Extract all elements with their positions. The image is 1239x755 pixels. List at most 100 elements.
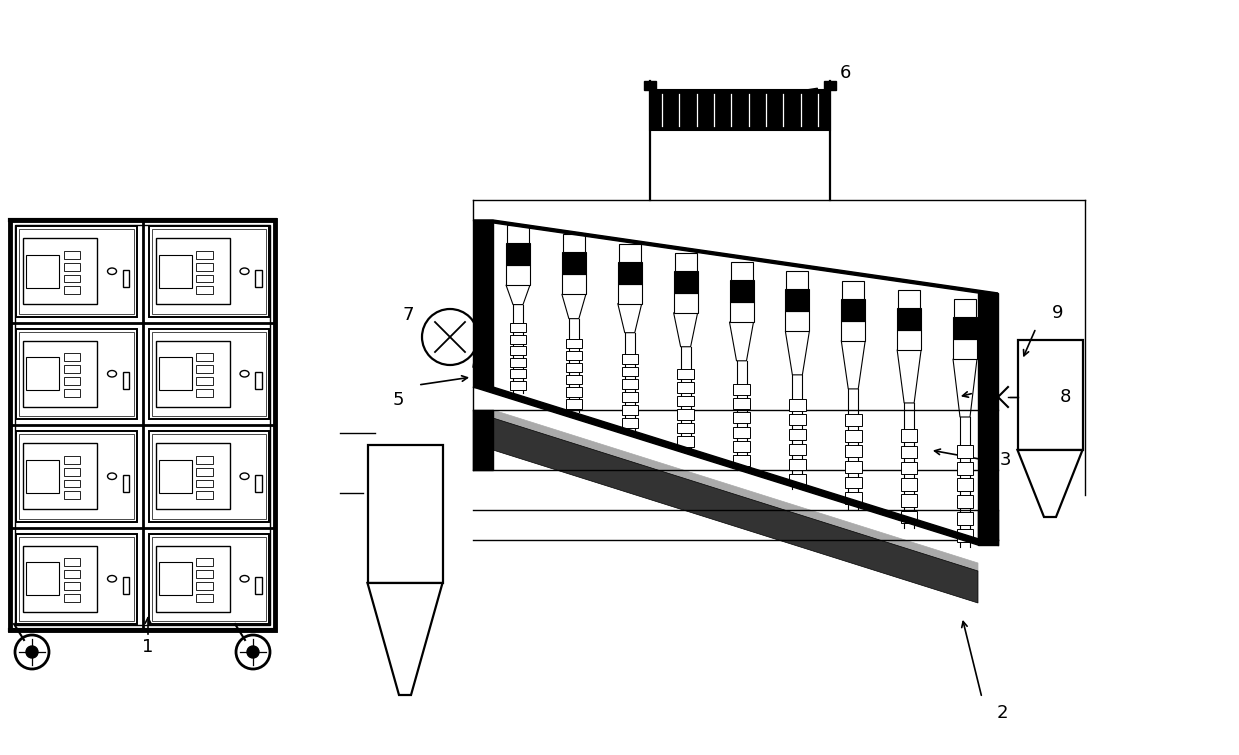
Text: 3: 3 [999,451,1011,469]
Ellipse shape [108,473,116,479]
Text: 9: 9 [1052,304,1064,322]
Bar [901,495,917,507]
Bar [789,429,805,440]
Bar [196,377,213,385]
Bar [506,243,530,265]
Bar [64,559,81,566]
Bar [149,328,269,419]
Bar [196,582,213,590]
Ellipse shape [240,575,249,582]
Bar [151,434,266,519]
Bar [957,445,974,458]
Bar [731,262,752,280]
Bar [622,379,638,390]
Bar [824,81,836,90]
Polygon shape [561,294,586,319]
Polygon shape [897,350,921,403]
Bar [618,283,642,304]
Bar [151,229,266,313]
Bar [156,341,229,406]
Text: 5: 5 [393,391,404,409]
Bar [64,594,81,602]
Bar [19,537,134,621]
Bar [845,430,861,442]
Bar [368,445,442,583]
Polygon shape [368,583,442,695]
Text: 2: 2 [996,704,1007,722]
Bar [566,399,582,408]
Bar [957,479,974,492]
Polygon shape [786,331,809,374]
Bar [196,275,213,282]
Bar [789,473,805,485]
Polygon shape [493,410,978,571]
Bar [151,331,266,416]
Bar [64,365,81,373]
Bar [618,261,642,283]
Bar [786,289,809,311]
Bar [897,330,921,350]
Bar [845,445,861,458]
Bar [787,271,808,289]
Bar [64,286,81,294]
Bar [64,492,81,499]
Bar [255,475,261,492]
Bar [196,570,213,578]
Bar [845,461,861,473]
Polygon shape [618,304,642,333]
Bar [789,458,805,470]
Ellipse shape [108,371,116,377]
Bar [255,577,261,594]
Ellipse shape [240,268,249,275]
Bar [26,255,59,288]
Bar [16,328,136,419]
Bar [64,251,81,259]
Bar [159,562,192,595]
Bar [1017,340,1083,450]
Bar [618,244,641,261]
Bar [64,389,81,396]
Bar [957,529,974,542]
Bar [733,384,750,395]
Bar [566,375,582,384]
Bar [644,81,655,90]
Bar [678,369,694,379]
Polygon shape [493,418,978,603]
Bar [561,252,586,274]
Bar [789,414,805,426]
Bar [678,396,694,406]
Bar [733,412,750,424]
Bar [196,286,213,294]
Bar [196,479,213,488]
Bar [26,460,59,493]
Bar [156,239,229,304]
Bar [509,323,527,332]
Text: 6: 6 [839,64,851,82]
Bar [845,476,861,488]
Bar [901,462,917,474]
Bar [843,281,865,298]
Bar [196,389,213,396]
Bar [622,353,638,364]
Bar [678,436,694,447]
Bar [19,331,134,416]
Bar [19,434,134,519]
Bar [156,443,229,509]
Bar [674,293,698,313]
Polygon shape [841,341,865,389]
Bar [24,546,97,612]
Bar [841,298,865,321]
Bar [509,369,527,378]
Bar [64,263,81,270]
Bar [24,239,97,304]
Bar [678,382,694,393]
Bar [255,270,261,287]
Bar [733,427,750,437]
Bar [953,317,978,339]
Bar [123,577,129,594]
Bar [957,495,974,508]
Bar [622,418,638,428]
Polygon shape [506,285,530,304]
Bar [196,365,213,373]
Bar [123,372,129,389]
